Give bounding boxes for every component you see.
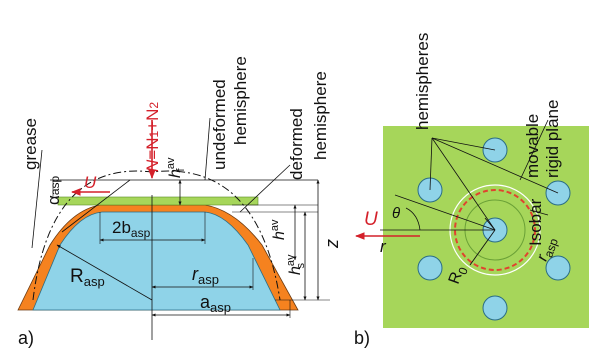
grease-label: grease — [21, 118, 40, 170]
panel-b: hemispheres movable rigid plane Isobar U… — [354, 33, 589, 348]
deformed-label-2: hemisphere — [311, 71, 330, 160]
velocity-u-label: U — [84, 173, 97, 192]
r0-label: R0 — [446, 263, 471, 287]
undeformed-label-1: undeformed — [210, 79, 229, 170]
movable-label-1: movable — [523, 114, 542, 178]
undeformed-label-2: hemisphere — [231, 56, 250, 145]
isobar-circle — [454, 189, 536, 271]
z-label: z — [322, 239, 342, 249]
contact-width-label: 2basp — [112, 218, 151, 240]
velocity-u-label-b: U — [364, 209, 378, 230]
r-asp-label-b: rasp — [534, 234, 561, 264]
alpha-label: αasp — [44, 175, 63, 205]
normal-force-label: N=N1+N2 — [143, 102, 162, 172]
r-label: r — [380, 237, 387, 256]
r-asp-radius-label: Rasp — [70, 266, 105, 289]
panel-b-label: b) — [354, 328, 370, 348]
theta-label: θ — [392, 205, 400, 222]
r-asp-label: rasp — [192, 264, 219, 287]
panel-a-label: a) — [18, 328, 34, 348]
panel-a: grease αasp U N=N1+N2 havf undeformed he… — [17, 56, 342, 348]
hemispheres-label: hemispheres — [413, 33, 432, 130]
hemisphere-circle — [417, 255, 443, 281]
hs-label: havs — [285, 254, 307, 275]
hf-label: havf — [165, 157, 187, 178]
movable-label-2: rigid plane — [543, 100, 562, 178]
h-label: hav — [269, 219, 288, 240]
a-asp-label: aasp — [200, 292, 231, 315]
rigid-plane-strip — [57, 196, 259, 206]
hemisphere-circle — [482, 295, 508, 321]
deformed-label-1: deformed — [287, 108, 306, 180]
isobar-label: Isobar — [526, 198, 545, 246]
hemisphere-circle — [545, 255, 571, 281]
